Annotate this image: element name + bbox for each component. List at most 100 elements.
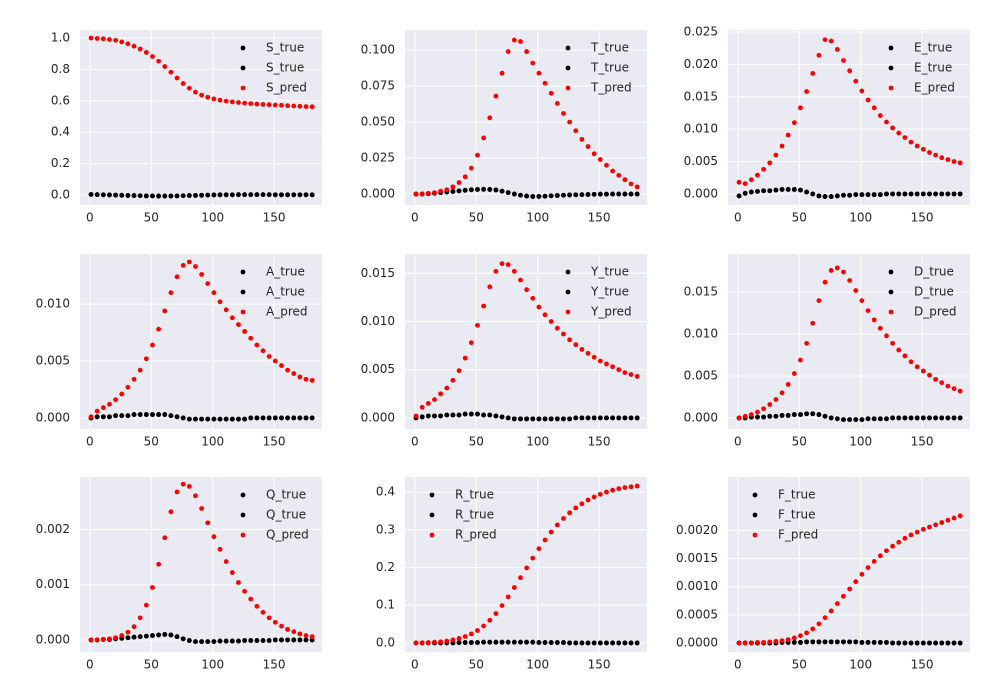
data-point <box>597 157 603 162</box>
data-point <box>432 190 437 196</box>
data-point <box>272 619 278 625</box>
data-point <box>853 192 859 198</box>
data-point <box>561 516 566 521</box>
data-point <box>205 639 211 645</box>
legend-marker <box>240 85 246 91</box>
data-point <box>773 187 779 193</box>
legend-marker <box>240 309 246 315</box>
data-point <box>266 615 272 621</box>
data-point <box>604 415 609 421</box>
data-point <box>573 640 579 646</box>
data-point <box>573 505 579 511</box>
data-point <box>761 406 767 412</box>
data-point <box>957 415 963 421</box>
data-point <box>518 639 523 645</box>
data-point <box>205 94 211 100</box>
data-point <box>573 128 579 134</box>
data-point <box>939 640 945 646</box>
data-point <box>810 320 816 326</box>
data-point <box>248 415 254 421</box>
data-point <box>242 192 248 198</box>
x-tick-label: 100 <box>849 211 872 225</box>
data-point <box>462 355 468 361</box>
legend-marker <box>240 269 246 275</box>
data-point <box>847 278 853 283</box>
data-point <box>199 192 205 198</box>
data-point <box>822 37 828 43</box>
data-point <box>761 414 767 420</box>
data-point <box>413 413 419 419</box>
data-point <box>217 546 223 552</box>
data-point <box>573 342 579 348</box>
data-point <box>542 312 548 318</box>
data-point <box>223 307 229 313</box>
data-point <box>481 412 487 418</box>
data-point <box>88 35 94 41</box>
data-point <box>468 640 474 645</box>
data-point <box>456 412 462 418</box>
data-point <box>150 54 155 59</box>
data-point <box>168 69 174 75</box>
data-point <box>162 308 168 314</box>
data-point <box>542 193 548 199</box>
data-point <box>634 191 640 197</box>
data-point <box>297 631 303 637</box>
data-point <box>530 295 536 301</box>
data-point <box>890 340 896 346</box>
data-point <box>914 640 920 646</box>
x-tick-label: 50 <box>792 435 807 449</box>
data-point <box>920 526 926 532</box>
y-tick-label: 0.2 <box>51 156 70 170</box>
legend-label: S_pred <box>266 81 307 95</box>
data-point <box>186 483 192 489</box>
y-tick-label: 0.000 <box>684 186 718 200</box>
y-tick-label: 0.010 <box>684 122 718 136</box>
data-point <box>242 416 248 422</box>
data-point <box>193 639 198 645</box>
data-point <box>419 191 425 197</box>
data-point <box>591 354 597 360</box>
data-point <box>785 637 791 643</box>
data-point <box>291 629 297 635</box>
data-point <box>511 268 517 274</box>
data-point <box>834 265 840 271</box>
data-point <box>285 192 291 198</box>
data-point <box>248 638 254 643</box>
data-point <box>810 639 816 645</box>
data-point <box>853 639 859 645</box>
data-point <box>927 524 932 530</box>
data-point <box>798 187 803 193</box>
data-point <box>419 404 425 410</box>
data-point <box>579 347 585 352</box>
data-point <box>890 543 896 549</box>
plot-area <box>405 30 647 205</box>
data-point <box>444 638 450 644</box>
y-tick-label: 0.0015 <box>676 551 718 565</box>
data-point <box>186 193 192 198</box>
data-point <box>822 615 828 621</box>
data-point <box>822 639 828 645</box>
data-point <box>193 193 198 198</box>
data-point <box>791 187 797 192</box>
data-point <box>890 125 896 131</box>
data-point <box>143 412 149 417</box>
legend-label: Y_true <box>590 285 629 299</box>
data-point <box>939 380 945 386</box>
data-point <box>945 640 951 646</box>
data-point <box>279 102 284 108</box>
data-point <box>223 638 229 644</box>
data-point <box>272 415 278 421</box>
data-point <box>755 409 760 415</box>
data-point <box>254 638 260 643</box>
data-point <box>536 70 542 76</box>
data-point <box>877 553 883 559</box>
data-point <box>518 39 523 44</box>
plot-area <box>80 30 322 205</box>
data-point <box>511 416 517 422</box>
data-point <box>499 639 505 645</box>
data-point <box>957 513 963 519</box>
data-point <box>847 417 853 423</box>
data-point <box>131 376 137 382</box>
y-tick-label: 0.000 <box>361 410 395 424</box>
data-point <box>767 160 773 166</box>
